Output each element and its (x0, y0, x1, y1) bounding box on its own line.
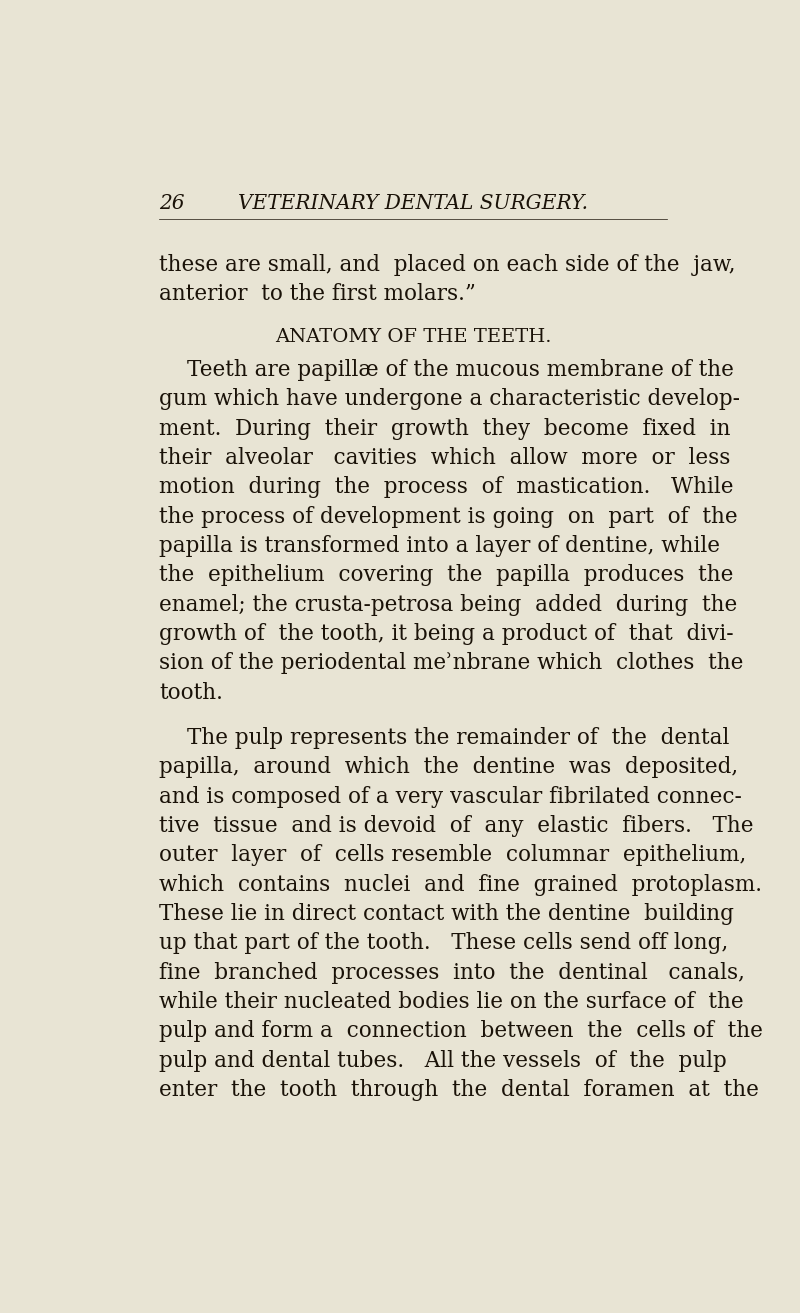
Text: these are small, and  placed on each side of the  jaw,: these are small, and placed on each side… (159, 253, 735, 276)
Text: fine  branched  processes  into  the  dentinal   canals,: fine branched processes into the dentina… (159, 961, 745, 983)
Text: VETERINARY DENTAL SURGERY.: VETERINARY DENTAL SURGERY. (238, 194, 588, 213)
Text: and is composed of a very vascular fibrilated connec-: and is composed of a very vascular fibri… (159, 785, 742, 807)
Text: tooth.: tooth. (159, 681, 222, 704)
Text: ANATOMY OF THE TEETH.: ANATOMY OF THE TEETH. (275, 328, 551, 347)
Text: enamel; the crusta-petrosa being  added  during  the: enamel; the crusta-petrosa being added d… (159, 593, 737, 616)
Text: enter  the  tooth  through  the  dental  foramen  at  the: enter the tooth through the dental foram… (159, 1079, 758, 1100)
Text: the process of development is going  on  part  of  the: the process of development is going on p… (159, 506, 738, 528)
Text: tive  tissue  and is devoid  of  any  elastic  fibers.   The: tive tissue and is devoid of any elastic… (159, 815, 754, 838)
Text: ment.  During  their  growth  they  become  fixed  in: ment. During their growth they become fi… (159, 418, 730, 440)
Text: motion  during  the  process  of  mastication.   While: motion during the process of mastication… (159, 477, 734, 499)
Text: while their nucleated bodies lie on the surface of  the: while their nucleated bodies lie on the … (159, 991, 743, 1014)
Text: growth of  the tooth, it being a product of  that  divi-: growth of the tooth, it being a product … (159, 624, 734, 645)
Text: their  alveolar   cavities  which  allow  more  or  less: their alveolar cavities which allow more… (159, 448, 730, 469)
Text: These lie in direct contact with the dentine  building: These lie in direct contact with the den… (159, 903, 734, 926)
Text: papilla is transformed into a layer of dentine, while: papilla is transformed into a layer of d… (159, 536, 720, 557)
Text: up that part of the tooth.   These cells send off long,: up that part of the tooth. These cells s… (159, 932, 728, 955)
Text: The pulp represents the remainder of  the  dental: The pulp represents the remainder of the… (187, 727, 729, 750)
Text: pulp and dental tubes.   All the vessels  of  the  pulp: pulp and dental tubes. All the vessels o… (159, 1049, 726, 1071)
Text: sion of the periodental meʾnbrane which  clothes  the: sion of the periodental meʾnbrane which … (159, 653, 743, 675)
Text: pulp and form a  connection  between  the  cells of  the: pulp and form a connection between the c… (159, 1020, 762, 1043)
Text: which  contains  nuclei  and  fine  grained  protoplasm.: which contains nuclei and fine grained p… (159, 873, 762, 895)
Text: outer  layer  of  cells resemble  columnar  epithelium,: outer layer of cells resemble columnar e… (159, 844, 746, 867)
Text: anterior  to the first molars.”: anterior to the first molars.” (159, 282, 476, 305)
Text: the  epithelium  covering  the  papilla  produces  the: the epithelium covering the papilla prod… (159, 565, 734, 587)
Text: 26: 26 (159, 194, 184, 213)
Text: Teeth are papillæ of the mucous membrane of the: Teeth are papillæ of the mucous membrane… (187, 360, 734, 381)
Text: gum which have undergone a characteristic develop-: gum which have undergone a characteristi… (159, 389, 740, 411)
Text: papilla,  around  which  the  dentine  was  deposited,: papilla, around which the dentine was de… (159, 756, 738, 779)
